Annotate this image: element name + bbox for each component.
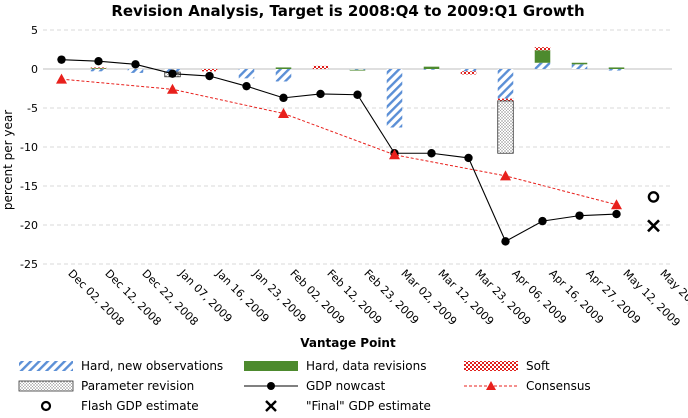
bar-segment bbox=[534, 62, 551, 69]
gdp-nowcast-point bbox=[612, 209, 621, 219]
chart-title: Revision Analysis, Target is 2008:Q4 to … bbox=[111, 2, 584, 20]
consensus-point bbox=[278, 107, 289, 118]
y-tick-label: 0 bbox=[31, 63, 38, 76]
bar-segment bbox=[608, 69, 625, 71]
legend-swatch bbox=[18, 380, 74, 392]
gdp-nowcast-point bbox=[538, 216, 547, 226]
gdp-nowcast-point bbox=[353, 90, 362, 99]
bar-segment bbox=[90, 69, 107, 72]
y-tick-label: 5 bbox=[31, 24, 38, 37]
bar-segment bbox=[90, 67, 107, 69]
gdp-nowcast-point bbox=[168, 69, 177, 78]
legend-marker bbox=[486, 381, 496, 390]
gdp-nowcast-point bbox=[316, 89, 325, 99]
consensus-point bbox=[611, 199, 622, 210]
x-axis-label: Vantage Point bbox=[300, 336, 396, 350]
bar-segment bbox=[497, 69, 514, 99]
bar-segment bbox=[127, 69, 144, 73]
final-gdp-marker-stroke bbox=[647, 219, 660, 233]
y-tick-label: -5 bbox=[27, 102, 38, 115]
bar-segment bbox=[571, 64, 588, 69]
legend-swatch bbox=[464, 361, 518, 371]
legend-label: Soft bbox=[526, 359, 550, 373]
gdp-nowcast-point bbox=[464, 153, 473, 163]
bar-segment bbox=[608, 67, 625, 69]
y-tick-label: -25 bbox=[20, 258, 38, 271]
gdp-nowcast-point bbox=[57, 55, 66, 64]
legend-item: Hard, data revisions bbox=[244, 359, 426, 373]
legend-marker bbox=[40, 400, 52, 412]
legend-label: Hard, data revisions bbox=[306, 359, 426, 373]
gdp-estimate-markers bbox=[647, 191, 660, 233]
legend-label: "Final" GDP estimate bbox=[306, 399, 431, 413]
bar-segment bbox=[275, 67, 292, 69]
gdp-nowcast-point bbox=[242, 81, 251, 91]
legend-item: Soft bbox=[464, 359, 550, 373]
gdp-nowcast-point bbox=[427, 149, 436, 158]
legend-swatch bbox=[19, 361, 73, 371]
legend: Hard, new observations Hard, data revisio… bbox=[18, 359, 591, 413]
legend-label: Flash GDP estimate bbox=[81, 399, 199, 413]
consensus-point bbox=[500, 170, 511, 181]
bar-segment bbox=[571, 62, 588, 65]
consensus-point bbox=[167, 83, 178, 94]
bar-segment bbox=[90, 68, 107, 70]
legend-item: Hard, new observations bbox=[19, 359, 223, 373]
legend-label: GDP nowcast bbox=[306, 379, 386, 393]
bar-segment bbox=[349, 69, 366, 70]
legend-item: GDP nowcast bbox=[244, 379, 386, 393]
final-gdp-marker bbox=[647, 219, 660, 233]
bar-segment bbox=[238, 69, 255, 79]
gdp-nowcast-point bbox=[279, 93, 288, 103]
gdp-nowcast-point bbox=[131, 60, 140, 69]
legend-label: Consensus bbox=[526, 379, 591, 393]
bar-segment bbox=[460, 71, 477, 75]
consensus-point bbox=[56, 73, 67, 84]
consensus-line bbox=[61, 78, 617, 206]
flash-gdp-marker bbox=[647, 191, 660, 203]
legend-marker bbox=[265, 400, 277, 412]
bar-segment bbox=[201, 69, 218, 72]
bar-segment bbox=[534, 50, 551, 63]
bar-segment bbox=[497, 100, 514, 154]
y-tick-label: -15 bbox=[20, 180, 38, 193]
legend-marker bbox=[267, 382, 275, 390]
bar-segment bbox=[534, 47, 551, 51]
gdp-nowcast-point bbox=[94, 57, 103, 66]
legend-label: Parameter revision bbox=[81, 379, 194, 393]
stacked-bars bbox=[90, 47, 625, 154]
y-axis-ticks: 5 0 -5 -10 -15 -20 -25 bbox=[20, 24, 38, 271]
bar-segment bbox=[349, 69, 366, 71]
line-series bbox=[56, 55, 622, 246]
bar-segment bbox=[497, 98, 514, 101]
gdp-nowcast-point bbox=[575, 211, 584, 220]
consensus-point bbox=[389, 149, 400, 160]
gdp-nowcast-point bbox=[501, 237, 510, 246]
y-tick-label: -20 bbox=[20, 219, 38, 232]
legend-label: Hard, new observations bbox=[81, 359, 223, 373]
y-axis-label: percent per year bbox=[1, 110, 15, 210]
bar-segment bbox=[423, 69, 440, 70]
bar-segment bbox=[312, 65, 329, 69]
y-tick-label: -10 bbox=[20, 141, 38, 154]
gdp-nowcast-point bbox=[205, 71, 214, 81]
bar-segment bbox=[423, 66, 440, 69]
legend-item: "Final" GDP estimate bbox=[265, 399, 431, 413]
legend-item: Parameter revision bbox=[18, 379, 194, 393]
bar-segment bbox=[460, 69, 477, 72]
legend-item: Consensus bbox=[464, 379, 591, 393]
gdp-nowcast-line bbox=[61, 59, 617, 243]
legend-item: Flash GDP estimate bbox=[40, 399, 199, 413]
bar-segment bbox=[275, 69, 292, 82]
bar-segment bbox=[386, 69, 403, 128]
legend-swatch bbox=[244, 361, 298, 371]
